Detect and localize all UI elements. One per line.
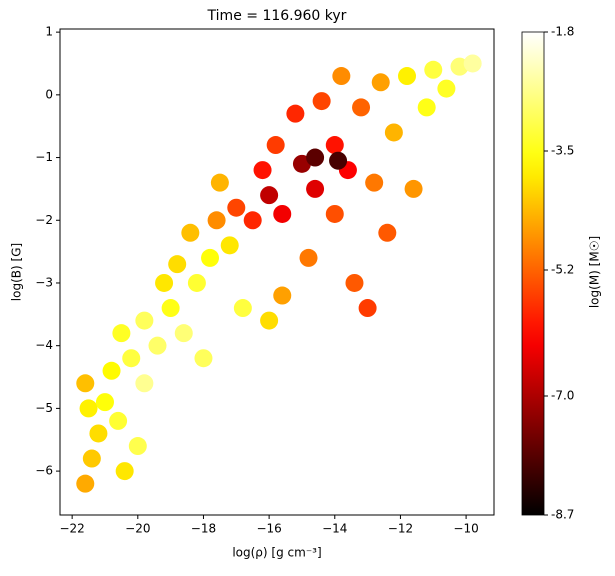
point <box>79 399 98 418</box>
x-tick-label: −18 <box>191 522 216 536</box>
point <box>233 299 252 318</box>
colorbar-tick-label: -5.2 <box>551 263 574 277</box>
y-axis-label: log(B) [G] <box>10 243 24 301</box>
point <box>95 393 114 412</box>
point <box>220 236 239 255</box>
plot-area <box>76 54 482 493</box>
point <box>306 148 325 167</box>
colorbar-tick-label: -1.8 <box>551 25 574 39</box>
point <box>273 204 292 223</box>
point <box>371 73 390 92</box>
colorbar-tick-label: -8.7 <box>551 508 574 522</box>
y-tick-label: −2 <box>35 213 53 227</box>
point <box>332 67 351 86</box>
chart-title: Time = 116.960 kyr <box>207 8 347 24</box>
point <box>174 324 193 343</box>
point <box>299 248 318 267</box>
x-tick-label: −16 <box>256 522 281 536</box>
point <box>329 151 348 170</box>
point <box>115 462 134 481</box>
point <box>325 204 344 223</box>
point <box>102 361 121 380</box>
point <box>378 223 397 242</box>
y-tick-label: −1 <box>35 150 53 164</box>
point <box>207 211 226 230</box>
point <box>286 104 305 123</box>
point <box>109 411 128 430</box>
point <box>398 67 417 86</box>
point <box>365 173 384 192</box>
point <box>227 198 246 217</box>
point <box>312 92 331 111</box>
y-tick-label: −6 <box>35 464 53 478</box>
point <box>76 374 95 393</box>
point <box>253 161 272 180</box>
point <box>135 311 154 330</box>
point <box>463 54 482 73</box>
point <box>201 248 220 267</box>
point <box>168 255 187 274</box>
point <box>194 349 213 368</box>
x-tick-label: −14 <box>322 522 347 536</box>
y-tick-label: −5 <box>35 401 53 415</box>
point <box>306 179 325 198</box>
point <box>76 474 95 493</box>
point <box>273 286 292 305</box>
x-tick-label: −10 <box>453 522 478 536</box>
point <box>148 336 167 355</box>
point <box>266 136 285 155</box>
point <box>417 98 436 117</box>
y-tick-label: −3 <box>35 275 53 289</box>
colorbar-tick-label: -3.5 <box>551 144 574 158</box>
y-tick-label: 0 <box>45 87 53 101</box>
point <box>404 179 423 198</box>
point <box>128 437 147 456</box>
point <box>82 449 101 468</box>
point <box>384 123 403 142</box>
colorbar-tick-label: -7.0 <box>551 389 574 403</box>
point <box>424 60 443 79</box>
point <box>89 424 108 443</box>
point <box>112 324 131 343</box>
x-tick-label: −20 <box>125 522 150 536</box>
point <box>161 299 180 318</box>
point <box>260 311 279 330</box>
y-tick-label: −4 <box>35 338 53 352</box>
point <box>243 211 262 230</box>
point <box>325 136 344 155</box>
x-axis-label: log(ρ) [g cm⁻³] <box>232 546 321 560</box>
point <box>352 98 371 117</box>
point <box>358 299 377 318</box>
point <box>181 223 200 242</box>
point <box>187 273 206 292</box>
point <box>210 173 229 192</box>
point <box>122 349 141 368</box>
x-tick-label: −22 <box>59 522 84 536</box>
axes-frame <box>59 28 495 516</box>
colorbar <box>521 31 545 516</box>
point <box>135 374 154 393</box>
point <box>260 186 279 205</box>
y-tick-label: 1 <box>45 25 53 39</box>
point <box>437 79 456 98</box>
point <box>155 273 174 292</box>
point <box>345 273 364 292</box>
colorbar-label: log(M) [M☉] <box>588 236 602 308</box>
x-tick-label: −12 <box>388 522 413 536</box>
